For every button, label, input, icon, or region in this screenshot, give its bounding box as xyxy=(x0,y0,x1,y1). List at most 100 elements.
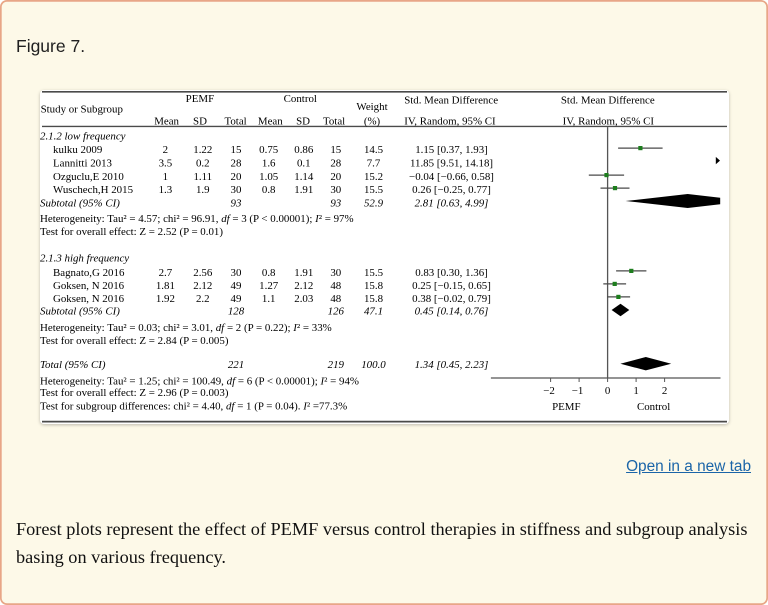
svg-text:PEMF: PEMF xyxy=(552,401,580,413)
svg-text:0.86: 0.86 xyxy=(294,144,314,156)
svg-text:Mean: Mean xyxy=(258,116,283,128)
svg-text:2.81 [0.63, 4.99]: 2.81 [0.63, 4.99] xyxy=(415,198,489,210)
svg-text:Test for overall effect: Z = 2: Test for overall effect: Z = 2.52 (P = 0… xyxy=(40,226,223,238)
svg-text:IV, Random, 95% CI: IV, Random, 95% CI xyxy=(404,116,496,128)
svg-text:15: 15 xyxy=(231,144,242,156)
svg-text:1.9: 1.9 xyxy=(196,184,210,196)
svg-text:Heterogeneity: Tau² = 0.03; ch: Heterogeneity: Tau² = 0.03; chi² = 3.01,… xyxy=(40,322,332,334)
svg-text:Heterogeneity: Tau² = 4.57; ch: Heterogeneity: Tau² = 4.57; chi² = 96.91… xyxy=(40,213,354,225)
svg-text:100.0: 100.0 xyxy=(361,359,386,371)
svg-text:Goksen, N 2016: Goksen, N 2016 xyxy=(53,293,125,305)
svg-text:128: 128 xyxy=(228,306,245,318)
svg-text:0.8: 0.8 xyxy=(262,267,276,279)
svg-text:28: 28 xyxy=(330,158,341,170)
svg-text:126: 126 xyxy=(328,306,345,318)
svg-text:1.14: 1.14 xyxy=(294,171,314,183)
svg-text:1.34 [0.45, 2.23]: 1.34 [0.45, 2.23] xyxy=(415,359,489,371)
svg-text:15.5: 15.5 xyxy=(364,267,384,279)
svg-text:1: 1 xyxy=(633,385,638,397)
svg-text:Heterogeneity: Tau² = 1.25; ch: Heterogeneity: Tau² = 1.25; chi² = 100.4… xyxy=(40,376,359,388)
svg-text:30: 30 xyxy=(330,184,341,196)
svg-text:93: 93 xyxy=(330,198,341,210)
svg-text:−0.04 [−0.66, 0.58]: −0.04 [−0.66, 0.58] xyxy=(409,171,494,183)
svg-text:0: 0 xyxy=(605,385,611,397)
svg-text:Lannitti 2013: Lannitti 2013 xyxy=(53,158,113,170)
svg-text:20: 20 xyxy=(231,171,242,183)
svg-text:Total: Total xyxy=(323,116,345,128)
svg-text:28: 28 xyxy=(231,158,242,170)
svg-text:1.27: 1.27 xyxy=(259,280,279,292)
svg-text:93: 93 xyxy=(231,198,242,210)
svg-text:1: 1 xyxy=(163,171,168,183)
svg-text:Test for overall effect: Z = 2: Test for overall effect: Z = 2.96 (P = 0… xyxy=(40,387,229,399)
svg-text:20: 20 xyxy=(330,171,341,183)
svg-text:0.1: 0.1 xyxy=(297,158,311,170)
svg-text:0.75: 0.75 xyxy=(259,144,279,156)
svg-text:221: 221 xyxy=(228,359,244,371)
svg-text:0.38 [−0.02, 0.79]: 0.38 [−0.02, 0.79] xyxy=(412,293,491,305)
svg-text:15: 15 xyxy=(330,144,341,156)
svg-text:0.26 [−0.25, 0.77]: 0.26 [−0.25, 0.77] xyxy=(412,184,491,196)
svg-text:0.45 [0.14, 0.76]: 0.45 [0.14, 0.76] xyxy=(415,306,489,318)
svg-text:2: 2 xyxy=(163,144,168,156)
svg-text:3.5: 3.5 xyxy=(159,158,173,170)
svg-text:2.12: 2.12 xyxy=(193,280,212,292)
svg-text:2.1.2 low frequency: 2.1.2 low frequency xyxy=(40,131,126,143)
svg-text:Weight: Weight xyxy=(356,101,387,113)
svg-text:SD: SD xyxy=(193,116,207,128)
svg-text:kulku 2009: kulku 2009 xyxy=(53,144,102,156)
svg-text:2.12: 2.12 xyxy=(294,280,313,292)
svg-text:Test for overall effect: Z = 2: Test for overall effect: Z = 2.84 (P = 0… xyxy=(40,335,229,347)
svg-text:Subtotal (95% CI): Subtotal (95% CI) xyxy=(40,306,120,318)
svg-text:11.85 [9.51, 14.18]: 11.85 [9.51, 14.18] xyxy=(410,158,493,170)
svg-text:2.7: 2.7 xyxy=(159,267,173,279)
svg-text:−1: −1 xyxy=(572,385,584,397)
svg-text:Test for subgroup differences:: Test for subgroup differences: chi² = 4.… xyxy=(40,401,347,413)
svg-text:1.81: 1.81 xyxy=(156,280,175,292)
svg-text:0.2: 0.2 xyxy=(196,158,210,170)
svg-text:−2: −2 xyxy=(543,385,555,397)
svg-text:0.25 [−0.15, 0.65]: 0.25 [−0.15, 0.65] xyxy=(412,280,491,292)
svg-text:1.91: 1.91 xyxy=(294,267,313,279)
svg-text:Control: Control xyxy=(284,93,317,105)
svg-text:2.56: 2.56 xyxy=(193,267,213,279)
svg-text:30: 30 xyxy=(330,267,341,279)
svg-text:0.83 [0.30, 1.36]: 0.83 [0.30, 1.36] xyxy=(415,267,488,279)
svg-text:(%): (%) xyxy=(364,116,381,128)
svg-text:1.91: 1.91 xyxy=(294,184,313,196)
svg-text:1.05: 1.05 xyxy=(259,171,279,183)
svg-text:PEMF: PEMF xyxy=(186,93,214,105)
svg-text:2.03: 2.03 xyxy=(294,293,314,305)
svg-text:Subtotal (95% CI): Subtotal (95% CI) xyxy=(40,198,120,210)
svg-text:IV, Random, 95% CI: IV, Random, 95% CI xyxy=(563,116,655,128)
svg-text:Wuschech,H 2015: Wuschech,H 2015 xyxy=(53,184,134,196)
svg-text:15.8: 15.8 xyxy=(364,280,384,292)
svg-text:1.11: 1.11 xyxy=(193,171,212,183)
svg-text:1.15 [0.37, 1.93]: 1.15 [0.37, 1.93] xyxy=(415,144,488,156)
svg-text:14.5: 14.5 xyxy=(364,144,384,156)
svg-text:Ozguclu,E 2010: Ozguclu,E 2010 xyxy=(53,171,124,183)
svg-text:Std. Mean Difference: Std. Mean Difference xyxy=(561,95,655,107)
svg-text:Control: Control xyxy=(637,401,670,413)
svg-text:Total: Total xyxy=(224,116,246,128)
svg-text:219: 219 xyxy=(328,359,345,371)
svg-text:2: 2 xyxy=(662,385,667,397)
svg-text:49: 49 xyxy=(231,280,242,292)
svg-text:1.22: 1.22 xyxy=(193,144,212,156)
svg-text:1.6: 1.6 xyxy=(262,158,276,170)
svg-text:52.9: 52.9 xyxy=(364,198,384,210)
svg-text:7.7: 7.7 xyxy=(367,158,381,170)
svg-text:Study or Subgroup: Study or Subgroup xyxy=(41,103,124,115)
svg-text:30: 30 xyxy=(231,184,242,196)
svg-text:0.8: 0.8 xyxy=(262,184,276,196)
svg-text:30: 30 xyxy=(231,267,242,279)
svg-text:Bagnato,G 2016: Bagnato,G 2016 xyxy=(53,267,125,279)
svg-text:Std. Mean Difference: Std. Mean Difference xyxy=(404,95,498,107)
svg-text:48: 48 xyxy=(330,293,341,305)
svg-text:2.2: 2.2 xyxy=(196,293,210,305)
svg-text:2.1.3 high frequency: 2.1.3 high frequency xyxy=(40,253,129,265)
svg-text:15.8: 15.8 xyxy=(364,293,384,305)
svg-text:49: 49 xyxy=(231,293,242,305)
svg-text:15.2: 15.2 xyxy=(364,171,383,183)
svg-text:1.1: 1.1 xyxy=(262,293,276,305)
